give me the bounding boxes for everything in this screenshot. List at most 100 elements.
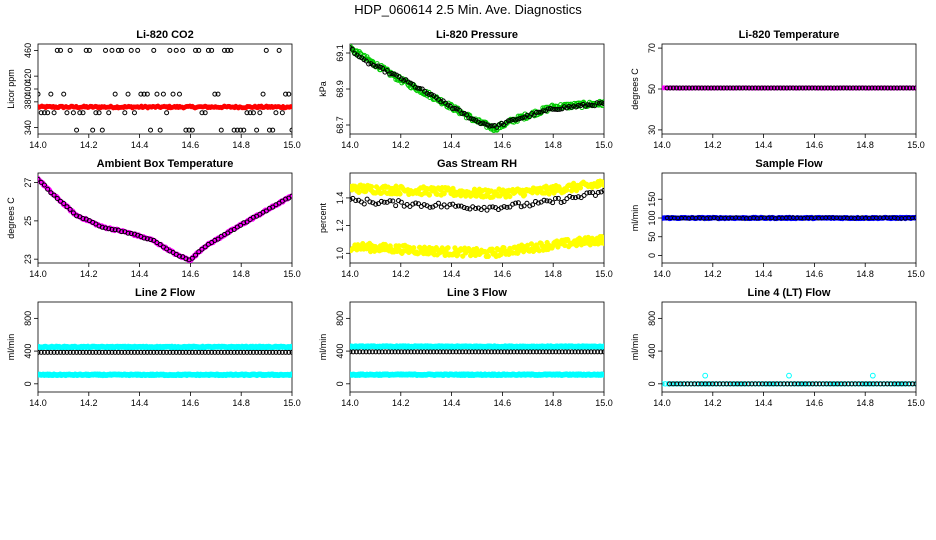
data-point bbox=[829, 381, 836, 387]
panel-title: Li-820 Temperature bbox=[739, 29, 840, 41]
data-point bbox=[276, 349, 282, 355]
data-point bbox=[594, 100, 600, 106]
data-point bbox=[368, 184, 375, 190]
x-tick-label: 14.2 bbox=[392, 269, 410, 279]
data-point bbox=[350, 196, 353, 202]
x-tick-label: 14.0 bbox=[341, 398, 359, 408]
data-point bbox=[289, 104, 292, 110]
data-point bbox=[743, 85, 749, 91]
data-point bbox=[443, 349, 449, 355]
data-point bbox=[390, 198, 396, 204]
data-point bbox=[555, 195, 561, 201]
data-point bbox=[686, 85, 692, 91]
data-point bbox=[74, 349, 80, 355]
data-point bbox=[501, 204, 507, 210]
data-point bbox=[504, 204, 510, 210]
plot-area bbox=[350, 44, 604, 133]
data-point bbox=[410, 201, 416, 207]
data-point bbox=[702, 85, 708, 91]
data-point bbox=[844, 85, 850, 91]
data-point bbox=[370, 62, 376, 68]
data-point bbox=[478, 121, 483, 127]
data-point bbox=[67, 206, 73, 212]
panel-8: Line 3 Flow 14.0 14.2 14.4 14.6 14.8 15.0 0 400 8… bbox=[318, 287, 613, 408]
data-point bbox=[680, 85, 686, 91]
data-point bbox=[881, 85, 887, 91]
data-point bbox=[373, 349, 379, 355]
data-point bbox=[353, 349, 359, 355]
data-point bbox=[90, 349, 96, 355]
data-point bbox=[834, 85, 840, 91]
data-point bbox=[215, 91, 221, 97]
data-point bbox=[189, 255, 195, 261]
data-point bbox=[885, 85, 891, 91]
data-point bbox=[64, 110, 70, 116]
data-point bbox=[521, 192, 528, 198]
data-point bbox=[588, 349, 594, 355]
y-tick-label: 25 bbox=[23, 216, 33, 226]
data-point bbox=[677, 85, 683, 91]
data-point bbox=[667, 85, 673, 91]
y-tick-label: 150 bbox=[647, 192, 657, 207]
y-axis-label: Licor ppm bbox=[6, 69, 16, 109]
data-point bbox=[279, 349, 285, 355]
data-point bbox=[598, 349, 604, 355]
data-point bbox=[286, 349, 292, 355]
series-li-820-temp-inlet bbox=[664, 85, 916, 91]
series-sample-flow-inlet bbox=[664, 215, 916, 221]
data-point bbox=[58, 349, 64, 355]
data-point bbox=[704, 381, 710, 387]
data-point bbox=[279, 110, 285, 116]
data-point bbox=[411, 349, 417, 355]
data-point bbox=[498, 349, 504, 355]
data-point bbox=[527, 203, 533, 209]
plot-frame bbox=[37, 43, 293, 135]
data-point bbox=[225, 47, 231, 53]
y-axis-label: ml/min bbox=[318, 334, 328, 361]
data-point bbox=[263, 208, 269, 214]
data-point bbox=[790, 85, 796, 91]
data-point bbox=[800, 381, 807, 387]
data-point bbox=[447, 349, 453, 355]
data-point bbox=[601, 240, 604, 247]
panel-title: Li-820 Pressure bbox=[436, 29, 518, 41]
data-point bbox=[440, 349, 446, 355]
data-point bbox=[891, 85, 897, 91]
data-point bbox=[721, 85, 727, 91]
data-point bbox=[530, 349, 536, 355]
data-point bbox=[856, 85, 862, 91]
data-point bbox=[424, 349, 430, 355]
data-point bbox=[524, 349, 530, 355]
data-point bbox=[167, 47, 173, 53]
data-point bbox=[283, 91, 289, 97]
data-point bbox=[601, 343, 604, 350]
data-point bbox=[151, 349, 157, 355]
data-point bbox=[103, 349, 109, 355]
data-point bbox=[103, 47, 109, 53]
y-tick-label: 1.2 bbox=[335, 219, 345, 232]
data-point bbox=[765, 381, 771, 387]
y-tick-label: 380 bbox=[23, 94, 33, 109]
series-rh-upper bbox=[350, 178, 604, 201]
panel-title: Ambient Box Temperature bbox=[97, 158, 234, 170]
series-rh-inlet bbox=[350, 187, 604, 213]
data-point bbox=[247, 110, 253, 116]
data-point bbox=[170, 91, 176, 97]
data-point bbox=[363, 349, 369, 355]
data-point bbox=[366, 349, 372, 355]
data-point bbox=[501, 349, 507, 355]
data-point bbox=[724, 85, 730, 91]
data-point bbox=[131, 110, 137, 116]
data-point bbox=[547, 105, 553, 111]
data-point bbox=[58, 47, 64, 53]
data-point bbox=[106, 226, 112, 232]
data-point bbox=[135, 349, 141, 355]
data-point bbox=[749, 85, 755, 91]
data-point bbox=[205, 349, 211, 355]
data-point bbox=[418, 349, 424, 355]
data-point bbox=[778, 85, 784, 91]
data-point bbox=[379, 349, 385, 355]
data-point bbox=[913, 215, 916, 220]
data-point bbox=[533, 109, 539, 115]
data-point bbox=[453, 349, 459, 355]
